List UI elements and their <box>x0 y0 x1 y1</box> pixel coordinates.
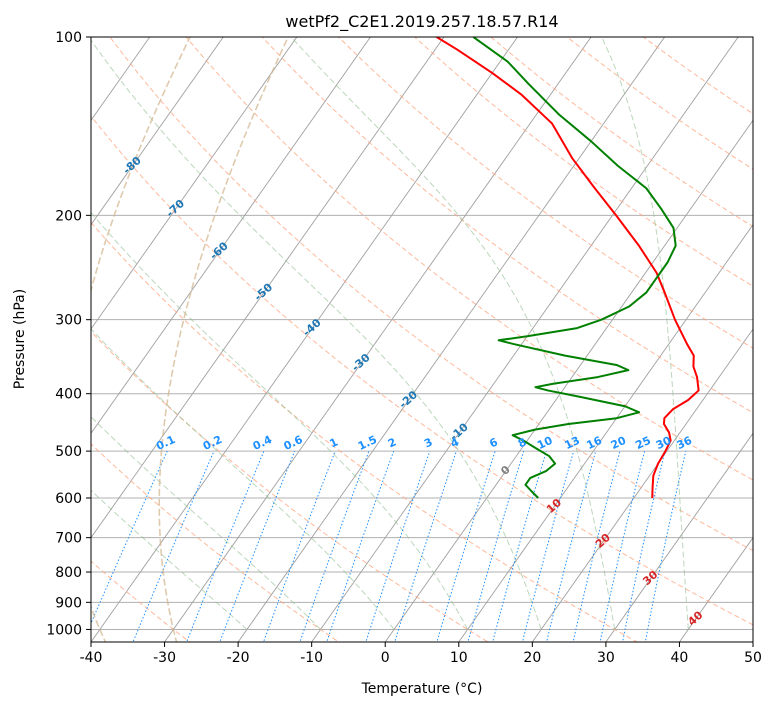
mixing-ratio-line <box>326 450 395 642</box>
mixing-ratio-line <box>599 450 646 642</box>
isotherm-line <box>237 37 666 642</box>
x-tick-label: -20 <box>227 650 250 666</box>
isotherm-line <box>384 119 753 642</box>
dry-adiabat-line <box>109 37 753 552</box>
y-tick-label: 300 <box>55 313 82 329</box>
isotherm-line <box>91 37 224 226</box>
y-tick-label: 400 <box>55 387 82 403</box>
isotherm-line <box>678 536 753 642</box>
mixing-ratio-label: 30 <box>654 434 674 452</box>
dry-adiabat-line <box>91 115 753 626</box>
x-tick-label: 20 <box>523 650 541 666</box>
mixing-ratio-line <box>644 450 687 642</box>
isotherm-line <box>605 432 753 642</box>
mixing-ratio-line <box>299 450 370 642</box>
x-tick-label: 40 <box>671 650 689 666</box>
moist-adiabat-line <box>601 37 689 630</box>
mixing-ratio-label: 13 <box>562 434 581 452</box>
moist-adiabat-line <box>91 416 321 630</box>
x-tick-label: -10 <box>300 650 323 666</box>
mixing-ratio-line <box>365 450 431 642</box>
plot-background <box>91 37 753 642</box>
mixing-ratio-line <box>622 450 666 642</box>
y-tick-label: 100 <box>55 30 82 46</box>
x-tick-label: -30 <box>153 650 176 666</box>
x-tick-label: 50 <box>744 650 762 666</box>
mixing-ratio-line <box>186 450 265 642</box>
moist-adiabat-line <box>290 37 616 630</box>
data-layer <box>436 37 700 499</box>
x-tick-label: 10 <box>450 650 468 666</box>
isotherm-line <box>91 37 371 435</box>
y-tick-label: 800 <box>55 565 82 581</box>
y-tick-label: 200 <box>55 208 82 224</box>
x-axis-title: Temperature (°C) <box>361 681 483 697</box>
moist-adiabat-line <box>91 211 469 630</box>
x-axis: -40 -30 -20 -10 0 10 20 30 40 50 <box>80 642 762 666</box>
x-tick-label: 30 <box>597 650 615 666</box>
y-tick-label: 500 <box>55 444 82 460</box>
chart-title: wetPf2_C2E1.2019.257.18.57.R14 <box>285 12 558 32</box>
x-tick-label: 0 <box>381 650 390 666</box>
y-tick-label: 700 <box>55 531 82 547</box>
y-tick-label: 900 <box>55 595 82 611</box>
x-tick-label: -40 <box>80 650 103 666</box>
mixing-ratio-label: 20 <box>609 434 629 452</box>
y-axis: 100 200 300 400 500 600 700 800 900 1000 <box>46 30 91 638</box>
mixing-ratio-line <box>132 450 215 642</box>
dry-adiabat-line <box>91 221 639 642</box>
isotherm-line <box>164 37 592 642</box>
moist-adiabat-line <box>91 39 542 630</box>
mixing-ratio-line <box>546 450 597 642</box>
dry-adiabat-line <box>261 37 753 414</box>
mixing-ratio-line <box>492 450 547 642</box>
mixing-ratio-label: 36 <box>675 434 695 452</box>
y-axis-title: Pressure (hPa) <box>12 289 28 389</box>
mixing-ratio-line <box>467 450 525 642</box>
isotherm-line <box>91 37 445 539</box>
isotherm-line <box>458 223 753 642</box>
moist-adiabat-line <box>91 328 395 630</box>
mixing-ratio-label: 10 <box>535 434 555 452</box>
dewpoint-profile-line <box>472 37 677 499</box>
isotherm-line <box>91 37 519 642</box>
y-tick-label: 1000 <box>46 622 82 638</box>
plot-frame <box>90 36 754 643</box>
mixing-ratio-line <box>572 450 621 642</box>
mixing-ratio-line <box>219 450 296 642</box>
moist-adiabat-line <box>91 489 248 630</box>
mixing-ratio-label: 16 <box>585 434 605 452</box>
isotherm-line <box>91 37 298 330</box>
dry-adiabat-line <box>91 443 340 642</box>
isotherm-line <box>531 328 753 642</box>
mixing-ratio-line <box>394 450 457 642</box>
mixing-ratio-line <box>521 450 575 642</box>
mixing-ratio-label: 25 <box>633 434 652 452</box>
isotherm-line <box>311 37 739 642</box>
mixing-ratio-line <box>436 450 496 642</box>
y-tick-label: 600 <box>55 491 82 507</box>
temperature-profile-line <box>436 37 700 499</box>
guide-curve-line <box>158 37 289 642</box>
